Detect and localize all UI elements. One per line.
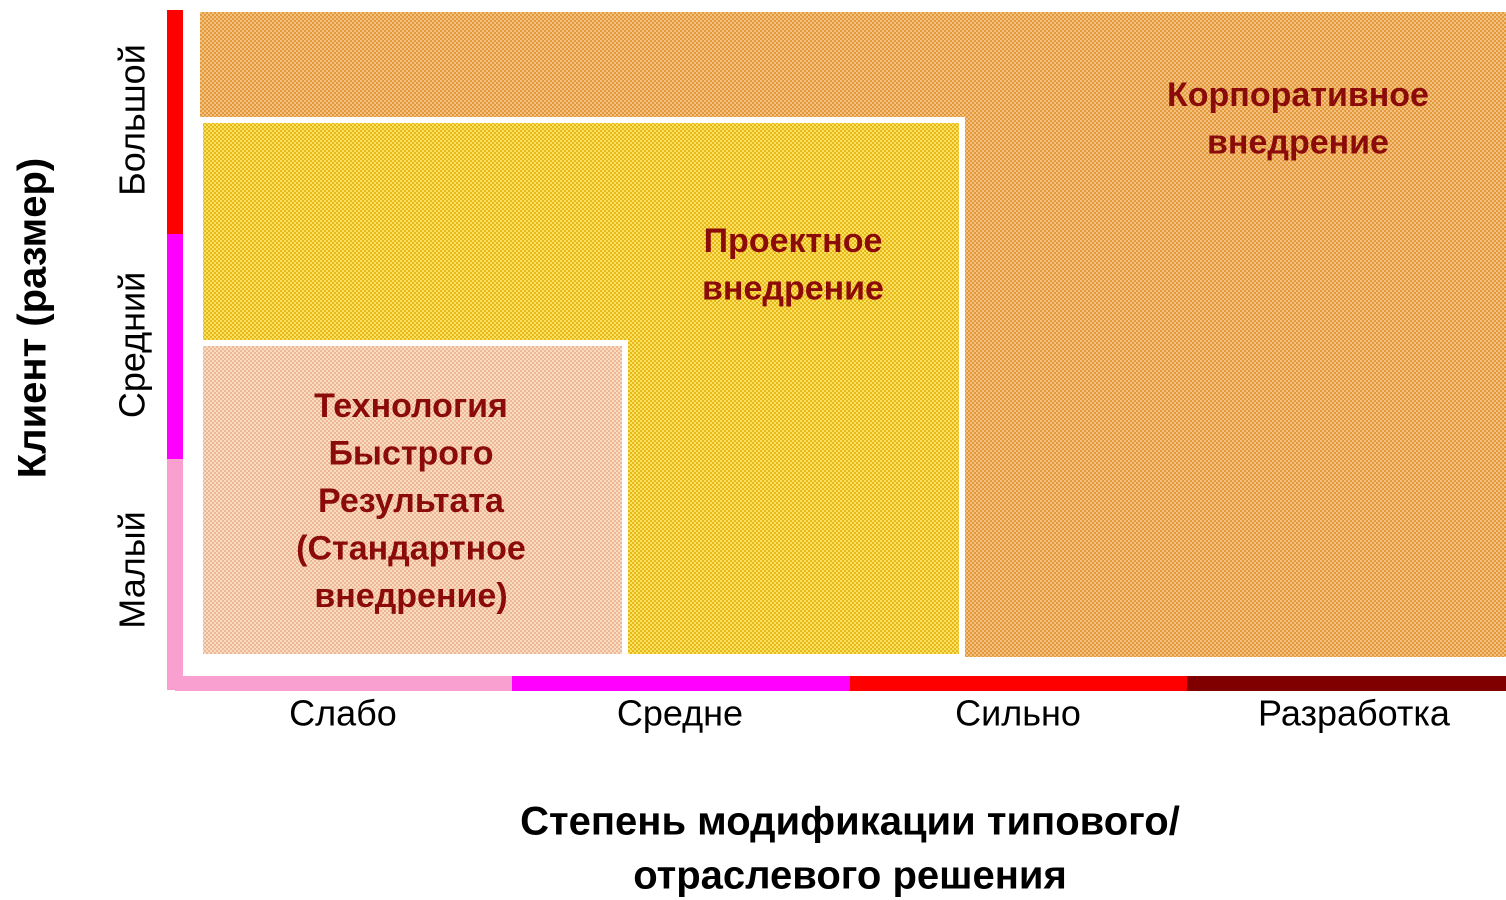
x-level: Средне (617, 693, 743, 734)
axis-segment (167, 234, 183, 459)
axis-segment (850, 676, 1187, 691)
y-level: Большой (112, 44, 153, 196)
region-label: внедрение (702, 269, 884, 307)
x-level: Сильно (955, 693, 1081, 734)
axis-segment (1187, 676, 1506, 691)
axis-segment (512, 676, 850, 691)
y-axis-title: Клиент (размер) (11, 158, 55, 479)
region-label: (Стандартное (296, 529, 526, 567)
y-level: Средний (112, 272, 153, 418)
region-standard (197, 340, 628, 660)
region-label: Проектное (704, 222, 883, 260)
x-level: Слабо (289, 693, 397, 734)
region-label: внедрение) (314, 577, 507, 615)
x-axis-title: отраслевого решения (633, 854, 1067, 898)
x-axis-title: Степень модификации типового/ (520, 800, 1180, 844)
axis-segment (175, 676, 512, 691)
region-label: Технология (314, 387, 508, 425)
axis-segment (167, 459, 183, 690)
region-label: Быстрого (328, 434, 493, 472)
x-level: Разработка (1258, 693, 1451, 734)
axis-segment (167, 10, 183, 234)
region-label: внедрение (1207, 123, 1389, 161)
region-label: Корпоративное (1167, 76, 1429, 114)
region-label: Результата (318, 482, 505, 520)
y-level: Малый (112, 511, 153, 628)
